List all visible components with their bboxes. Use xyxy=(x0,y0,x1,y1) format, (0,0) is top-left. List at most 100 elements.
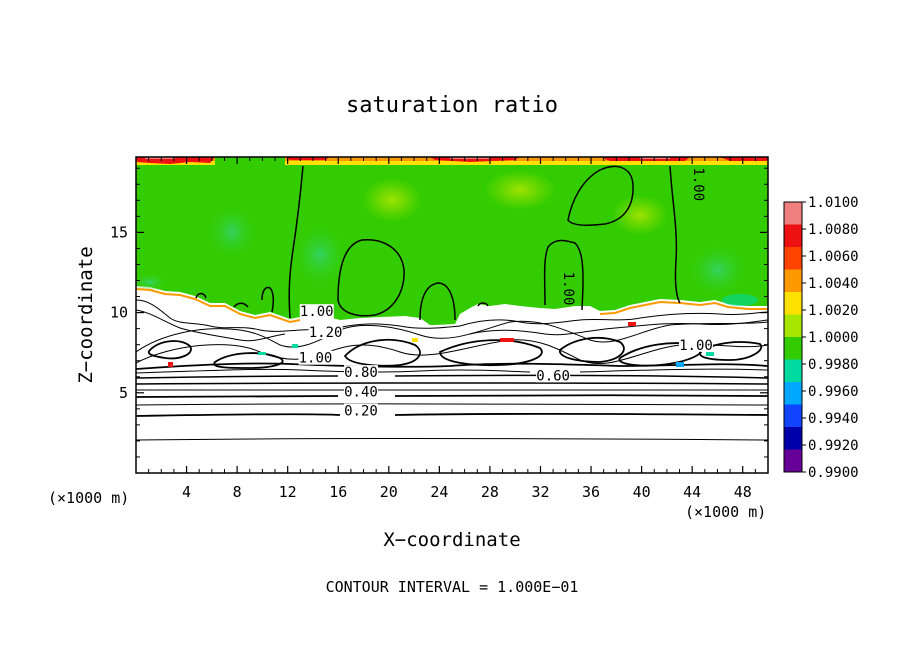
colorbar-label: 1.0100 xyxy=(808,195,859,211)
x-tick-label: 48 xyxy=(734,483,752,501)
x-tick-label: 40 xyxy=(633,483,651,501)
colorbar-label: 0.9940 xyxy=(808,411,859,427)
contour-loop-center xyxy=(343,338,421,367)
contour-label-bg xyxy=(561,271,576,306)
speck-2 xyxy=(500,338,514,342)
colorbar-swatch xyxy=(784,427,802,450)
contour-mid-right xyxy=(543,239,584,311)
y-tick-label: 15 xyxy=(110,223,128,241)
plot-area: 0.20 0.40 0.80 0.60 1.00 1.20 1.00 1.00 1.00 1.00 xyxy=(136,157,768,473)
colored-specks xyxy=(168,322,714,367)
contour-small-2 xyxy=(195,292,207,299)
colorbar-swatch xyxy=(784,404,802,428)
colorbar-swatch xyxy=(784,359,802,383)
contour-label-bg xyxy=(691,167,706,202)
x-tick-label: 36 xyxy=(582,483,600,501)
colorbar-swatch xyxy=(784,202,802,225)
colorbar-label: 1.0020 xyxy=(808,303,859,319)
colorbar-swatch xyxy=(784,449,802,473)
colorbar-label: 1.0040 xyxy=(808,276,859,292)
contour-loop-right xyxy=(559,336,625,363)
x-tick-label: 32 xyxy=(531,483,549,501)
contour-upper-irregular-2 xyxy=(136,309,286,342)
contour-z-3.7 xyxy=(136,412,768,417)
contour-label: 1.00 xyxy=(298,350,333,367)
contour-upper-irregular-3 xyxy=(459,311,768,327)
contour-left-vertical xyxy=(288,165,304,319)
top-band-red-5 xyxy=(720,157,768,161)
contour-label: 1.20 xyxy=(308,325,343,341)
saturation-patches xyxy=(136,170,758,306)
contour-upper-right-loop xyxy=(567,165,634,226)
lower-contours xyxy=(136,299,768,441)
colorbar-swatch xyxy=(784,337,802,360)
speck-1 xyxy=(258,352,266,355)
top-band-green-gap xyxy=(215,157,285,166)
contour-label-text: 1.00 xyxy=(300,304,334,320)
speck-3 xyxy=(676,362,684,367)
speck-8 xyxy=(168,362,173,367)
contour-label-text: 1.00 xyxy=(299,351,333,367)
x-axis-title: X−coordinate xyxy=(383,529,520,551)
contour-label: 1.00 xyxy=(678,337,713,354)
contour-label: 0.20 xyxy=(343,403,378,420)
top-band-pink-2 xyxy=(450,157,490,159)
patch-teal-1 xyxy=(204,202,260,262)
colorbar-swatch xyxy=(784,224,802,248)
contour-z-5.7 xyxy=(136,382,768,385)
colorbar: 1.0100 1.0080 1.0060 1.0040 1.0020 1.0000 0.99… xyxy=(783,195,859,481)
contour-z-4.9 xyxy=(136,394,768,398)
patch-lime-3 xyxy=(612,195,668,235)
contour-interval-note: CONTOUR INTERVAL = 1.000E−01 xyxy=(326,578,579,596)
speck-7 xyxy=(292,344,298,348)
contour-loop-left xyxy=(147,340,192,360)
contour-labels: 0.20 0.40 0.80 0.60 1.00 1.20 1.00 1.00 1.00 1.00 xyxy=(298,167,713,420)
contour-wave-2 xyxy=(136,320,768,353)
patch-teal-5 xyxy=(722,294,758,306)
colorbar-label: 1.0060 xyxy=(808,249,859,265)
contour-label: 0.80 xyxy=(343,365,378,381)
colorbar-swatch xyxy=(784,314,802,338)
speck-4 xyxy=(706,352,714,356)
x-unit-label-right: (×1000 m) xyxy=(685,503,766,521)
contour-center-loop xyxy=(337,239,405,317)
contour-label: 1.00 xyxy=(690,167,706,202)
contour-z-6.7 xyxy=(136,362,768,370)
contour-upper-irregular-5 xyxy=(329,323,461,331)
patch-lime-1 xyxy=(362,178,422,222)
contour-loop-left-2 xyxy=(213,352,284,369)
colorbar-swatch xyxy=(784,247,802,270)
contour-loop-right-3 xyxy=(699,341,763,361)
patch-teal-4 xyxy=(136,272,170,292)
patch-teal-2 xyxy=(290,219,350,291)
contour-label-bg xyxy=(299,304,334,319)
x-tick-label: 24 xyxy=(430,483,448,501)
contour-label: 0.60 xyxy=(536,368,571,384)
x-tick-label: 16 xyxy=(329,483,347,501)
contour-label-bg xyxy=(536,368,571,383)
contour-label-text: 1.00 xyxy=(560,272,576,306)
speck-6 xyxy=(628,322,636,326)
colorbar-swatch xyxy=(784,382,802,405)
colorbar-label: 0.9980 xyxy=(808,357,859,373)
x-tick-label: 20 xyxy=(380,483,398,501)
colorbar-label: 1.0080 xyxy=(808,222,859,238)
x-tick-label: 12 xyxy=(279,483,297,501)
contour-z-2.2 xyxy=(136,438,768,441)
contour-small-3 xyxy=(233,302,249,308)
x-tick-label: 28 xyxy=(481,483,499,501)
contour-label-bg xyxy=(308,325,343,340)
x-tick-label: 4 xyxy=(182,483,191,501)
contour-small-1 xyxy=(261,286,275,313)
x-axis: 4 8 12 16 20 24 28 32 36 40 44 48 xyxy=(148,157,756,501)
patch-teal-3 xyxy=(684,240,752,300)
contour-z-4.4 xyxy=(136,403,768,406)
contour-label: 0.40 xyxy=(343,384,378,400)
contour-label: 1.00 xyxy=(560,271,576,306)
speck-5 xyxy=(412,338,418,342)
y-tick-label: 5 xyxy=(119,384,128,402)
contour-upper-irregular-4 xyxy=(469,319,768,336)
patch-lime-2 xyxy=(484,170,556,210)
colorbar-swatch xyxy=(784,292,802,315)
